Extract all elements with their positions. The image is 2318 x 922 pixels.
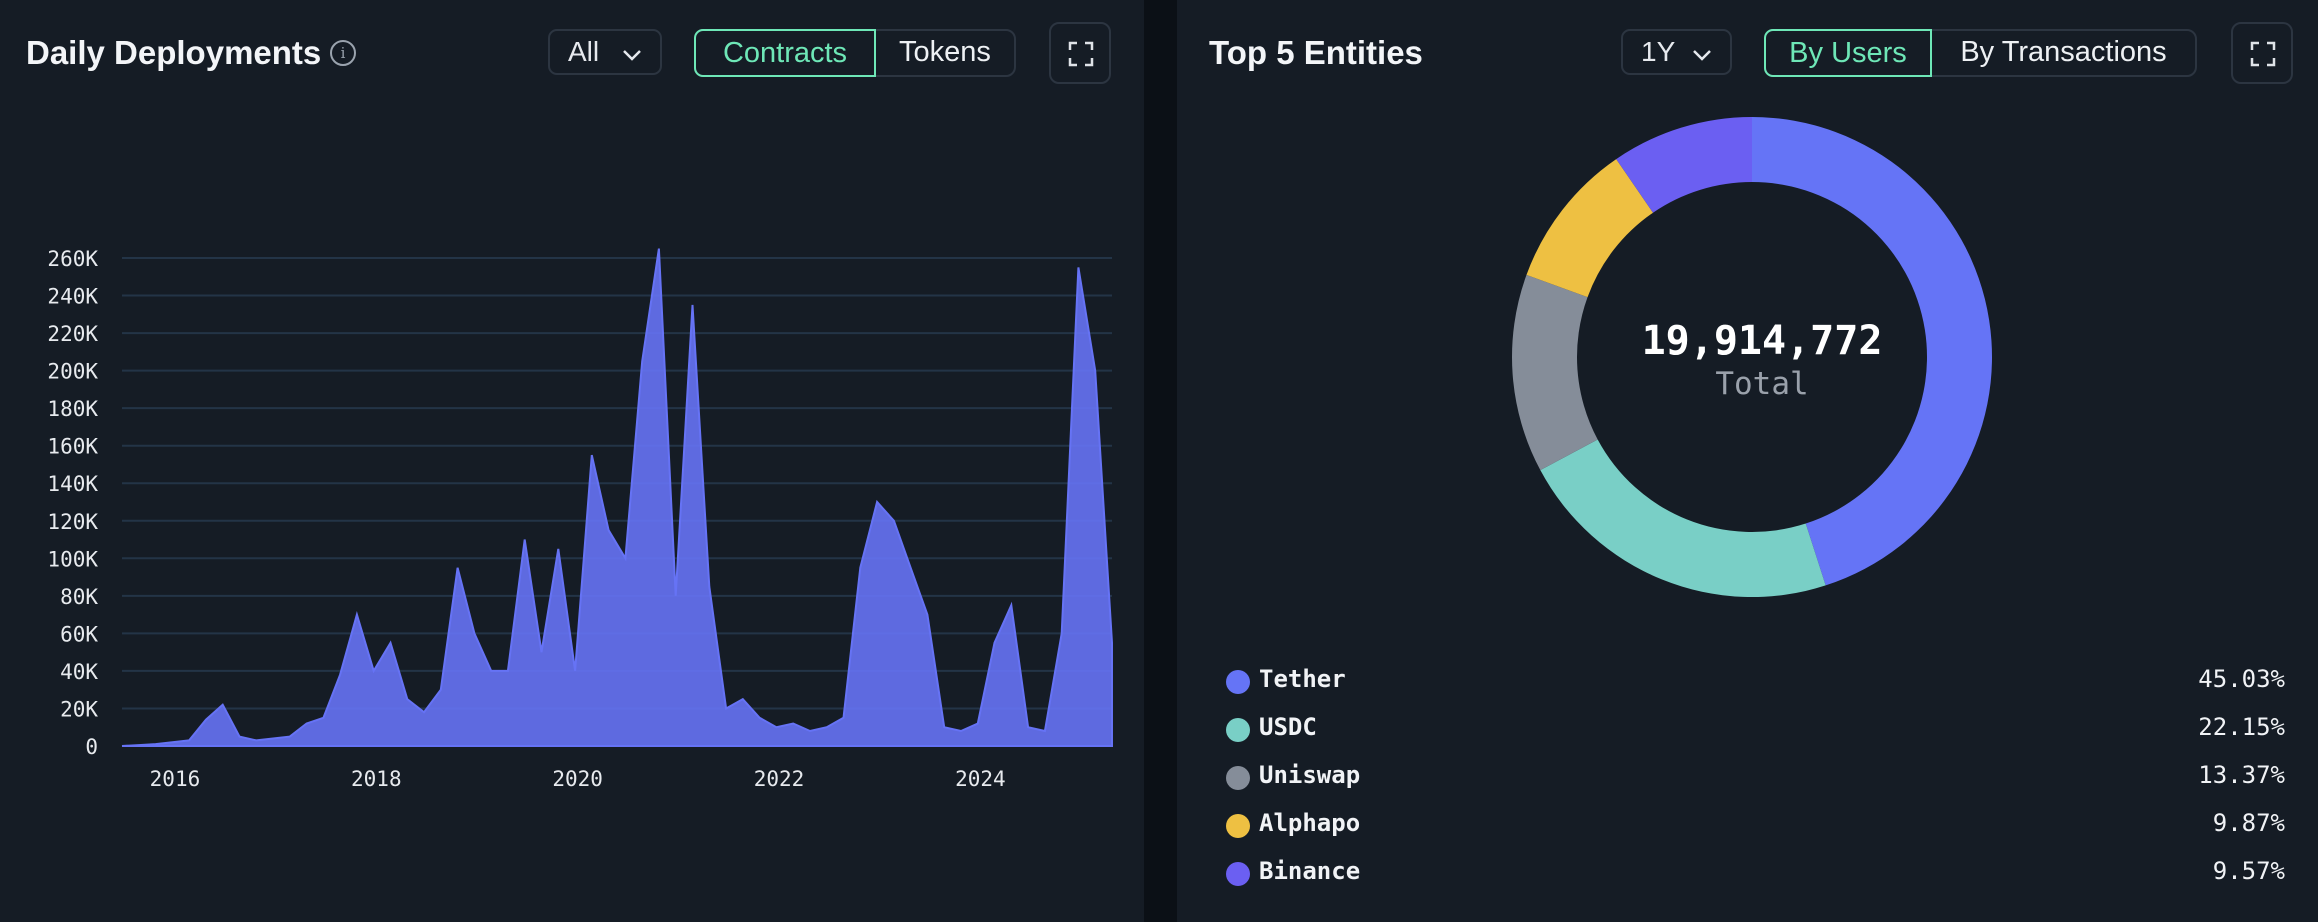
y-tick-label: 140K (47, 472, 98, 496)
donut-slice-uniswap[interactable] (1512, 274, 1598, 471)
chevron-down-icon (623, 50, 641, 61)
y-tick-label: 260K (47, 247, 98, 271)
x-tick-label: 2022 (754, 767, 805, 791)
series-area (121, 248, 1113, 747)
panel-title: Top 5 Entities (1209, 34, 1423, 71)
panel-title: Daily Deployments (26, 34, 322, 71)
tab-tokens[interactable]: Tokens (899, 36, 991, 68)
legend-label: Alphapo (1259, 809, 1361, 837)
legend-swatch (1226, 718, 1250, 742)
expand-icon (2250, 41, 2276, 67)
y-tick-label: 160K (47, 435, 98, 459)
legend-value: 13.37% (2198, 761, 2285, 789)
legend-swatch (1226, 670, 1250, 694)
legend-label: Tether (1259, 665, 1346, 693)
legend-swatch (1226, 862, 1250, 886)
expand-button[interactable] (1049, 22, 1111, 84)
users-transactions-toggle: By Users By Transactions (1764, 29, 2197, 77)
tab-by-transactions[interactable]: By Transactions (1960, 36, 2167, 68)
legend-item: Uniswap 13.37% (1177, 757, 2318, 797)
legend-item: Binance 9.57% (1177, 853, 2318, 893)
y-tick-label: 100K (47, 547, 98, 571)
legend-item: USDC 22.15% (1177, 709, 2318, 749)
legend-swatch (1226, 766, 1250, 790)
y-tick-label: 240K (47, 285, 98, 309)
tab-by-users[interactable]: By Users (1764, 29, 1932, 77)
x-tick-label: 2020 (552, 767, 603, 791)
y-tick-label: 220K (47, 322, 98, 346)
y-tick-label: 180K (47, 397, 98, 421)
y-tick-label: 80K (60, 585, 98, 609)
donut-total-value: 19,914,772 (1641, 318, 1883, 364)
x-tick-label: 2016 (150, 767, 201, 791)
deployments-chart: 0 20K 40K 60K 80K 100K 120K 140K 160K 180K 200K 220… (47, 247, 1113, 791)
y-tick-label: 0 (85, 735, 98, 759)
x-tick-label: 2018 (351, 767, 402, 791)
range-select[interactable]: All (548, 29, 662, 75)
entities-donut-chart (1512, 117, 1993, 598)
donut-slice-binance[interactable] (1616, 117, 1752, 213)
range-select[interactable]: 1Y (1621, 29, 1732, 75)
contracts-tokens-toggle: Contracts Tokens (694, 29, 1016, 77)
expand-button[interactable] (2231, 22, 2293, 84)
chevron-down-icon (1693, 50, 1711, 61)
info-icon[interactable]: i (330, 40, 356, 66)
y-tick-label: 200K (47, 360, 98, 384)
x-tick-label: 2024 (955, 767, 1006, 791)
legend-label: Uniswap (1259, 761, 1361, 789)
legend-label: Binance (1259, 857, 1361, 885)
donut-total-label: Total (1715, 366, 1809, 402)
tab-contracts[interactable]: Contracts (694, 29, 876, 77)
legend-swatch (1226, 814, 1250, 838)
donut-slice-alphapo[interactable] (1526, 159, 1653, 298)
y-tick-label: 40K (60, 660, 98, 684)
legend-item: Alphapo 9.87% (1177, 805, 2318, 845)
range-select-value: 1Y (1641, 36, 1676, 67)
top-entities-panel: Top 5 Entities 1Y By Users By Transactio… (1177, 0, 2318, 922)
legend-value: 45.03% (2198, 665, 2285, 693)
donut-slice-usdc[interactable] (1540, 439, 1826, 598)
legend-value: 9.87% (2212, 809, 2285, 837)
legend-value: 9.57% (2212, 857, 2285, 885)
y-tick-label: 120K (47, 510, 98, 534)
y-tick-label: 20K (60, 697, 98, 721)
legend-item: Tether 45.03% (1177, 661, 2318, 701)
legend-label: USDC (1259, 713, 1317, 741)
range-select-value: All (568, 36, 600, 67)
legend-value: 22.15% (2198, 713, 2285, 741)
expand-icon (1068, 41, 1094, 67)
y-tick-label: 60K (60, 622, 98, 646)
daily-deployments-panel: Daily Deployments i All Contracts Tokens… (0, 0, 1144, 922)
donut-slice-tether[interactable] (1752, 117, 1993, 586)
